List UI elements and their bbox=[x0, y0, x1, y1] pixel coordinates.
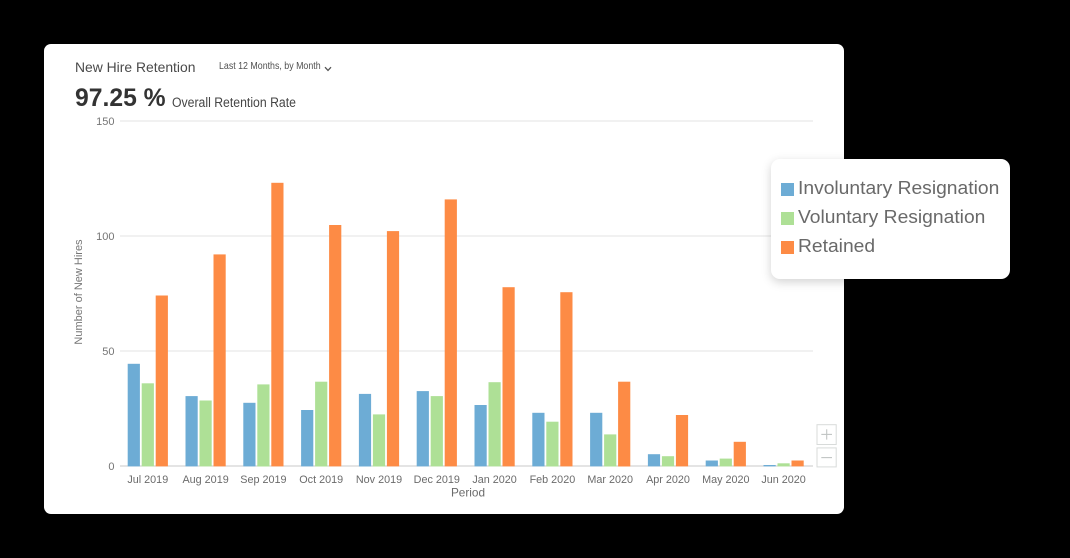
svg-text:Nov 2019: Nov 2019 bbox=[356, 474, 402, 486]
svg-text:Dec 2019: Dec 2019 bbox=[414, 474, 460, 486]
svg-text:100: 100 bbox=[96, 231, 114, 243]
svg-text:Apr 2020: Apr 2020 bbox=[646, 474, 690, 486]
svg-text:May 2020: May 2020 bbox=[702, 474, 749, 486]
svg-text:Jul 2019: Jul 2019 bbox=[127, 474, 168, 486]
svg-text:Sep 2019: Sep 2019 bbox=[240, 474, 286, 486]
svg-text:Jun 2020: Jun 2020 bbox=[761, 474, 805, 486]
svg-text:Jan 2020: Jan 2020 bbox=[472, 474, 516, 486]
svg-text:Aug 2019: Aug 2019 bbox=[182, 474, 228, 486]
svg-text:50: 50 bbox=[102, 346, 114, 358]
svg-text:Period: Period bbox=[451, 486, 485, 500]
svg-text:150: 150 bbox=[96, 116, 114, 128]
svg-text:Feb 2020: Feb 2020 bbox=[530, 474, 576, 486]
svg-text:Oct 2019: Oct 2019 bbox=[299, 474, 343, 486]
svg-text:0: 0 bbox=[108, 461, 114, 473]
svg-text:Number of New Hires: Number of New Hires bbox=[73, 239, 85, 345]
svg-text:Mar 2020: Mar 2020 bbox=[587, 474, 633, 486]
